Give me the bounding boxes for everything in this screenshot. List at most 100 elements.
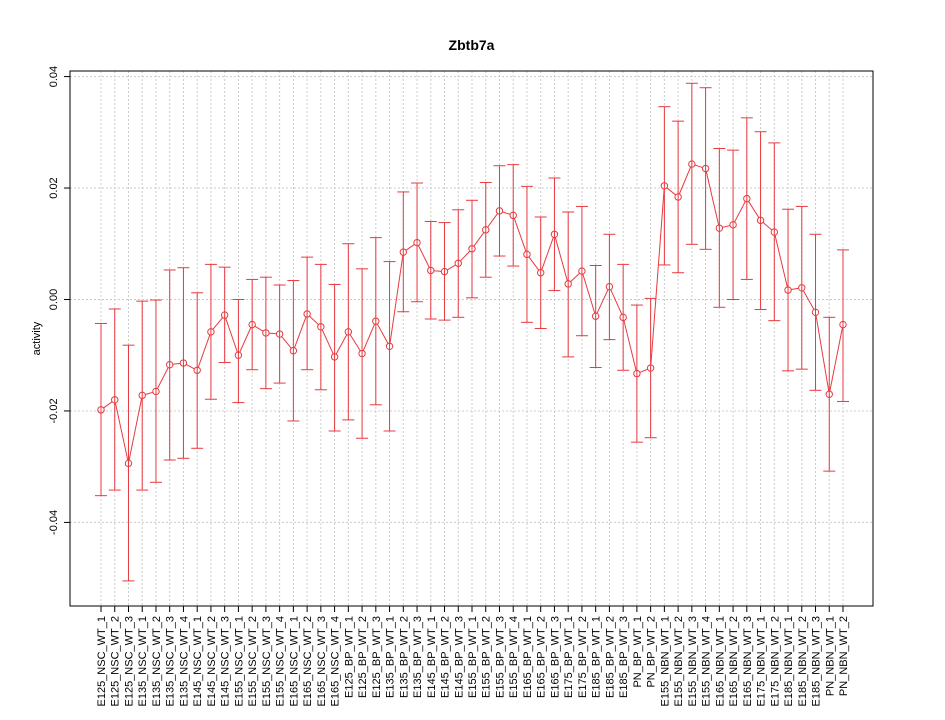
x-tick-label: E135_BP_WT_2: [398, 616, 410, 698]
data-point: [413, 238, 421, 247]
y-tick-label: -0.02: [48, 398, 60, 423]
data-point: [784, 286, 792, 294]
data-point: [248, 320, 256, 329]
series-line-segment: [596, 289, 609, 314]
data-point: [454, 259, 462, 267]
x-tick-label: E125_BP_WT_2: [357, 616, 369, 698]
series-line-segment: [815, 315, 830, 392]
data-point: [468, 245, 476, 253]
data-point: [372, 317, 380, 325]
series-line-segment: [281, 336, 292, 349]
series-line-segment: [513, 218, 527, 252]
data-point: [207, 328, 215, 336]
x-tick-label: PN_BP_WT_1: [632, 616, 644, 688]
grid-lines: [70, 71, 873, 606]
series-line-segment: [570, 272, 580, 283]
data-point: [495, 207, 504, 215]
data-point: [124, 459, 133, 468]
y-axis-title: activity: [31, 321, 43, 355]
x-tick-label: E125_BP_WT_1: [343, 616, 355, 698]
data-point: [427, 266, 435, 275]
series-line-segment: [362, 323, 376, 351]
x-tick-label: E165_BP_WT_1: [522, 616, 534, 698]
series-line-segment: [666, 187, 676, 196]
x-tick-label: PN_NBN_WT_1: [824, 616, 836, 696]
x-tick-label: E165_NSC_WT_4: [330, 616, 342, 707]
series-line-segment: [650, 188, 665, 365]
series-line-segment: [762, 222, 773, 231]
y-tick-label: -0.04: [48, 510, 60, 535]
y-tick-label: 0.00: [48, 289, 60, 310]
series-line-segment: [128, 398, 143, 461]
data-point: [770, 228, 778, 236]
series-line-segment: [103, 401, 113, 409]
series-line-segment: [734, 201, 746, 223]
series-line-segment: [309, 315, 319, 325]
data-point: [633, 369, 641, 378]
data-point: [193, 366, 201, 374]
x-tick-label: E185_BP_WT_3: [618, 616, 630, 698]
x-tick-label: E125_BP_WT_3: [371, 616, 383, 698]
x-tick-label: E145_NSC_WT_2: [206, 616, 218, 707]
x-tick-label: E165_NSC_WT_1: [288, 616, 300, 707]
series-line-segment: [541, 237, 554, 270]
data-point: [798, 284, 806, 292]
x-tick-label: E155_BP_WT_2: [481, 616, 493, 698]
data-point: [756, 216, 765, 225]
data-point: [138, 391, 146, 400]
series-activity: [95, 82, 849, 582]
x-tick-label: E185_NBN_WT_1: [783, 616, 795, 707]
series-line-segment: [829, 327, 843, 392]
series-line-segment: [460, 250, 471, 262]
series-line-segment: [114, 402, 129, 461]
series-line-segment: [433, 270, 442, 272]
data-point: [303, 310, 311, 318]
x-tick-label: E155_BP_WT_1: [467, 616, 479, 698]
x-tick-label: E145_NSC_WT_3: [220, 616, 232, 707]
x-tick-label: E135_NSC_WT_1: [137, 616, 149, 707]
x-tick-label: E175_BP_WT_2: [577, 616, 589, 698]
data-point: [701, 164, 710, 173]
y-axis: -0.04 -0.02 0.00 0.02 0.04: [48, 66, 70, 535]
data-point: [97, 406, 105, 414]
x-tick-label: E175_NBN_WT_1: [756, 616, 768, 707]
x-tick-label: E125_NSC_WT_2: [110, 616, 122, 707]
data-point: [646, 364, 655, 372]
x-tick-label: E125_NSC_WT_3: [123, 616, 135, 707]
x-tick-label: E155_NSC_WT_3: [261, 616, 273, 707]
x-tick-label: E165_NBN_WT_2: [728, 616, 740, 707]
x-tick-label: E165_BP_WT_2: [536, 616, 548, 698]
series-line-segment: [639, 368, 648, 373]
x-tick-label: E165_NBN_WT_3: [742, 616, 754, 707]
data-point: [605, 282, 614, 291]
series-line-segment: [791, 287, 799, 290]
series-line-segment: [722, 225, 731, 228]
series-line-segment: [678, 166, 692, 195]
series-line-segment: [172, 362, 181, 365]
series-line-segment: [254, 325, 264, 332]
series-line-segment: [802, 290, 815, 310]
series-line-segment: [212, 317, 224, 330]
series-line-segment: [748, 201, 760, 218]
x-tick-label: E155_NBN_WT_1: [659, 616, 671, 707]
chart-title: Zbtb7a: [449, 37, 495, 53]
x-tick-label: E155_NBN_WT_3: [687, 616, 699, 707]
data-point: [111, 396, 119, 404]
data-point: [839, 320, 847, 329]
series-line-segment: [705, 171, 720, 226]
x-tick-label: E145_NSC_WT_1: [192, 616, 204, 707]
data-point: [152, 387, 160, 396]
data-point: [440, 267, 449, 276]
data-point: [715, 224, 724, 232]
data-point: [550, 230, 559, 238]
x-tick-label: E145_BP_WT_3: [453, 616, 465, 698]
data-point: [688, 160, 696, 168]
y-tick-label: 0.04: [48, 66, 60, 87]
x-tick-label: E135_NSC_WT_2: [151, 616, 163, 707]
data-point: [482, 226, 490, 234]
data-point: [674, 193, 682, 201]
x-tick-label: E165_NSC_WT_2: [302, 616, 314, 707]
x-tick-label: E175_NBN_WT_2: [769, 616, 781, 707]
series-line-segment: [418, 245, 430, 268]
x-tick-label: E155_NSC_WT_4: [275, 616, 287, 707]
